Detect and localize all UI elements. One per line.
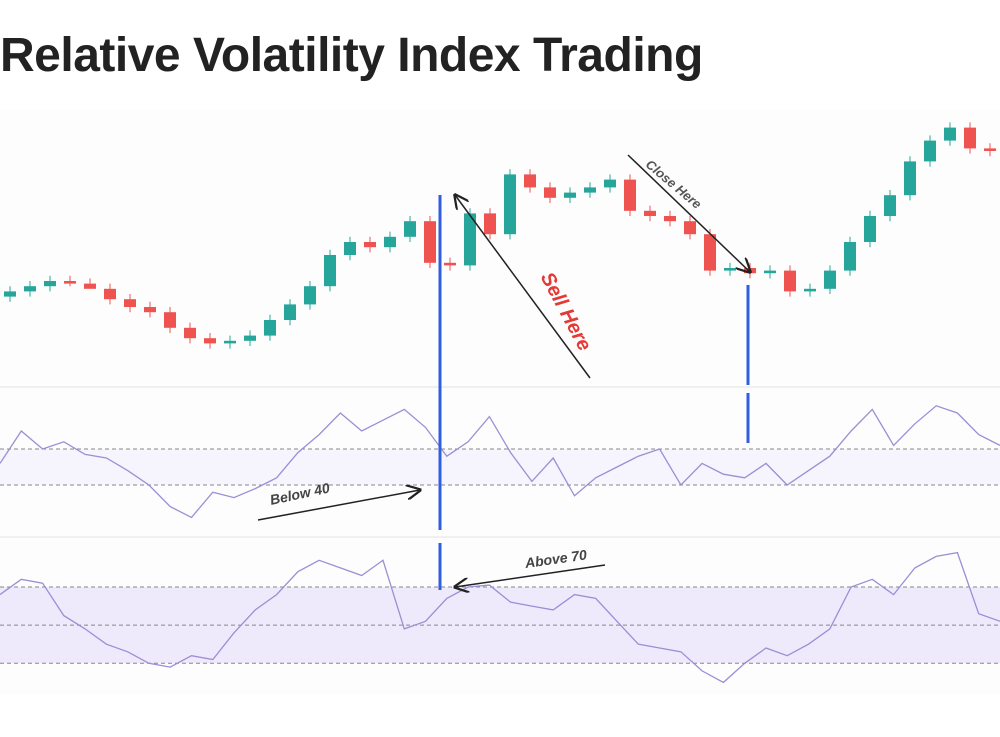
candle-body — [204, 338, 216, 344]
candle-body — [704, 234, 716, 271]
candle-body — [724, 268, 736, 271]
candle-body — [344, 242, 356, 255]
candle-body — [384, 236, 396, 248]
annotation-arrow — [257, 490, 420, 521]
candle-body — [104, 288, 116, 300]
candle-body — [184, 327, 196, 339]
candle-body — [904, 161, 916, 196]
level-band — [0, 449, 1000, 485]
candle-body — [664, 216, 676, 222]
candle-body — [44, 281, 56, 287]
rvi-line — [0, 551, 1000, 684]
candle-body — [24, 286, 36, 292]
candle-body — [764, 270, 776, 274]
candle-body — [224, 340, 236, 344]
annotation-arrow — [455, 195, 591, 379]
candle-body — [64, 281, 76, 284]
candle-body — [364, 242, 376, 248]
candle-body — [484, 213, 496, 235]
candle-body — [604, 179, 616, 188]
candle-body — [4, 291, 16, 297]
candle-body — [264, 320, 276, 336]
candle-body — [844, 242, 856, 271]
candle-body — [644, 210, 656, 216]
candle-body — [124, 299, 136, 307]
candle-body — [944, 127, 956, 141]
candle-body — [884, 195, 896, 216]
annotation-arrow — [455, 564, 606, 587]
candle-body — [824, 270, 836, 289]
candle-body — [984, 148, 996, 151]
candle-body — [544, 187, 556, 198]
candle-body — [244, 335, 256, 341]
annotation-arrow — [627, 154, 750, 272]
candle-body — [144, 307, 156, 313]
candle-body — [164, 312, 176, 328]
candle-body — [584, 187, 596, 193]
candle-body — [784, 270, 796, 292]
candle-body — [964, 127, 976, 149]
candle-body — [324, 255, 336, 287]
candle-body — [84, 283, 96, 289]
candle-body — [924, 140, 936, 162]
candle-body — [864, 216, 876, 242]
candle-body — [304, 286, 316, 305]
candle-body — [684, 221, 696, 235]
candle-body — [504, 174, 516, 235]
candle-body — [284, 304, 296, 320]
candle-body — [804, 288, 816, 292]
candle-body — [464, 213, 476, 266]
candle-body — [564, 192, 576, 198]
candle-body — [524, 174, 536, 188]
candle-body — [624, 179, 636, 211]
candle-body — [444, 262, 456, 266]
page-title: Relative Volatility Index Trading — [0, 29, 703, 82]
rvi-line — [0, 405, 1000, 519]
candle-body — [424, 221, 436, 263]
candle-body — [404, 221, 416, 237]
